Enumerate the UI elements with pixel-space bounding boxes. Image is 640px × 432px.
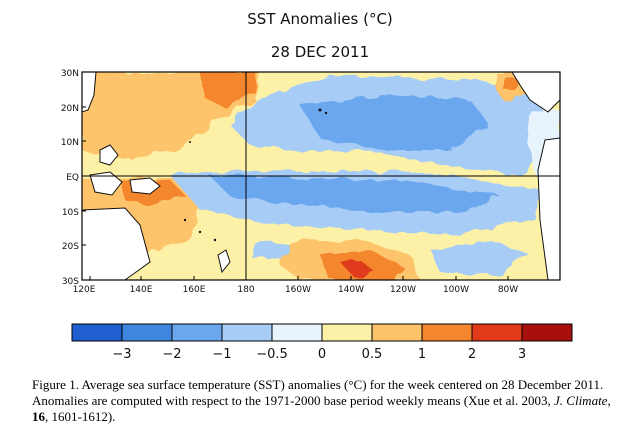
lon-label: 100W (443, 285, 469, 295)
lat-label: 30N (61, 69, 79, 79)
caption-separator: , (607, 393, 611, 408)
lat-label: 20N (61, 104, 79, 114)
lon-label: 180 (237, 285, 254, 295)
land-new-guinea (129, 177, 161, 195)
colorbar-segment (71, 323, 123, 342)
colorbar-segment (171, 323, 223, 342)
land-new-zealand (217, 249, 231, 274)
lon-label: 120W (390, 285, 416, 295)
caption-suffix: , 1601-1612). (45, 409, 116, 424)
lon-label: 160E (183, 285, 206, 295)
colorbar-label: −2 (162, 347, 181, 362)
tick-marks (82, 71, 509, 281)
land-masses (82, 72, 560, 280)
colorbar-segment (521, 323, 573, 342)
colorbar-segment (221, 323, 273, 342)
colorbar-label: −3 (112, 347, 131, 362)
colorbar-label: 0 (318, 347, 326, 362)
lat-label: 10N (61, 138, 79, 148)
colorbar-label: 1 (418, 347, 426, 362)
lat-labels: 30N 20N 10N EQ 10S 20S 30S (61, 69, 79, 287)
lat-label: 20S (62, 242, 79, 252)
lat-label: 10S (62, 208, 79, 218)
lat-label: 30S (62, 277, 79, 287)
colorbar-segment (421, 323, 473, 342)
land-philippines (99, 144, 119, 166)
philippine-sea-warm (82, 90, 150, 135)
lon-label: 120E (73, 285, 96, 295)
caption-text: Figure 1. Average sea surface temperatur… (32, 377, 604, 408)
lon-labels: 120E 140E 160E 180 160W 140W 120W 100W 8… (73, 285, 519, 295)
lon-label: 80W (498, 285, 518, 295)
colorbar-segment (321, 323, 373, 342)
map-title: SST Anomalies (°C) (247, 10, 393, 28)
colorbar-label: 2 (468, 347, 476, 362)
colorbar-label: 3 (518, 347, 526, 362)
lon-label: 140W (338, 285, 364, 295)
colorbar (71, 323, 573, 342)
land-south-america (537, 137, 560, 280)
colorbar-segment (271, 323, 323, 342)
land-mexico (511, 72, 560, 113)
land-borneo (89, 171, 123, 196)
lon-label: 140E (130, 285, 153, 295)
lat-label: EQ (66, 173, 79, 183)
caption-journal: J. Climate (554, 393, 608, 408)
colorbar-label: 0.5 (362, 347, 383, 362)
equatorial-cold-tongue (210, 176, 500, 212)
caption-volume: 16 (32, 409, 45, 424)
north-warm-core (200, 72, 258, 108)
colorbar-label: −0.5 (256, 347, 288, 362)
land-asia (82, 72, 97, 113)
ne-warm-core (505, 78, 518, 92)
land-australia (82, 207, 151, 280)
south-hot-spot (340, 260, 375, 278)
lon-label: 160W (285, 285, 311, 295)
colorbar-segment (121, 323, 173, 342)
central-pacific-cold (300, 95, 490, 150)
anomaly-field (82, 72, 560, 280)
figure-caption: Figure 1. Average sea surface temperatur… (32, 377, 628, 425)
colorbar-label: −1 (212, 347, 231, 362)
map-date: 28 DEC 2011 (270, 43, 370, 61)
colorbar-segment (371, 323, 423, 342)
colorbar-labels: −3 −2 −1 −0.5 0 0.5 1 2 3 (112, 347, 526, 362)
colorbar-segment (471, 323, 523, 342)
islands (183, 108, 328, 242)
se-cool-patch (430, 240, 530, 275)
